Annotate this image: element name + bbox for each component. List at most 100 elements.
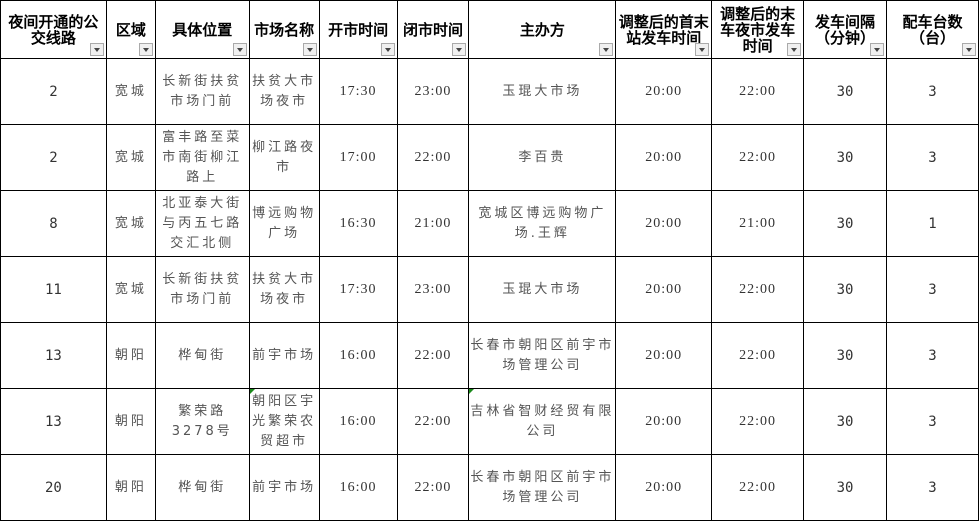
cell-last-departure[interactable]: 22:00	[711, 322, 805, 389]
cell-first-departure[interactable]: 20:00	[615, 58, 713, 125]
filter-dropdown-icon[interactable]	[232, 43, 247, 56]
cell-first-departure[interactable]: 20:00	[615, 124, 713, 191]
cell-location[interactable]: 繁荣路3278号	[154, 388, 250, 455]
header-district: 区域	[105, 0, 156, 59]
cell-first-departure[interactable]: 20:00	[615, 454, 713, 521]
cell-open-time[interactable]: 16:00	[318, 388, 398, 455]
header-label: 调整后的首末站发车时间	[618, 12, 709, 47]
cell-district[interactable]: 宽城	[105, 256, 156, 323]
cell-first-departure[interactable]: 20:00	[615, 190, 713, 257]
cell-route[interactable]: 13	[0, 388, 107, 455]
cell-first-departure[interactable]: 20:00	[615, 322, 713, 389]
cell-vehicle-count[interactable]: 3	[885, 256, 979, 323]
cell-vehicle-count[interactable]: 3	[885, 58, 979, 125]
cell-close-time[interactable]: 21:00	[396, 190, 470, 257]
cell-last-departure[interactable]: 22:00	[711, 388, 805, 455]
cell-close-time[interactable]: 22:00	[396, 454, 470, 521]
cell-district[interactable]: 宽城	[105, 124, 156, 191]
header-close-time: 闭市时间	[396, 0, 470, 59]
cell-vehicle-count[interactable]: 3	[885, 124, 979, 191]
filter-dropdown-icon[interactable]	[452, 43, 467, 56]
cell-last-departure[interactable]: 21:00	[711, 190, 805, 257]
cell-interval[interactable]: 30	[803, 58, 887, 125]
cell-close-time[interactable]: 23:00	[396, 58, 470, 125]
cell-first-departure[interactable]: 20:00	[615, 388, 713, 455]
filter-dropdown-icon[interactable]	[302, 43, 317, 56]
cell-vehicle-count[interactable]: 3	[885, 322, 979, 389]
cell-interval[interactable]: 30	[803, 256, 887, 323]
cell-route[interactable]: 2	[0, 124, 107, 191]
header-label: 夜间开通的公交线路	[8, 12, 99, 47]
cell-district[interactable]: 宽城	[105, 58, 156, 125]
cell-market-name[interactable]: 前宇市场	[248, 454, 320, 521]
cell-last-departure[interactable]: 22:00	[711, 124, 805, 191]
cell-close-time[interactable]: 23:00	[396, 256, 470, 323]
table-row: 2 宽城 富丰路至菜市南街柳江路上 柳江路夜市 17:00 22:00 李百贵 20:00 22…	[0, 124, 979, 191]
filter-dropdown-icon[interactable]	[89, 43, 104, 56]
cell-last-departure[interactable]: 22:00	[711, 58, 805, 125]
cell-interval[interactable]: 30	[803, 454, 887, 521]
filter-dropdown-icon[interactable]	[380, 43, 395, 56]
cell-organizer[interactable]: 长春市朝阳区前宇市场管理公司	[468, 454, 617, 521]
filter-dropdown-icon[interactable]	[138, 43, 153, 56]
cell-district[interactable]: 朝阳	[105, 454, 156, 521]
cell-route[interactable]: 20	[0, 454, 107, 521]
cell-location[interactable]: 桦甸街	[154, 322, 250, 389]
cell-open-time[interactable]: 16:00	[318, 454, 398, 521]
cell-interval[interactable]: 30	[803, 322, 887, 389]
cell-open-time[interactable]: 16:00	[318, 322, 398, 389]
cell-location[interactable]: 北亚泰大街与丙五七路交汇北侧	[154, 190, 250, 257]
table-row: 20 朝阳 桦甸街 前宇市场 16:00 22:00 长春市朝阳区前宇市场管理公司 20:00…	[0, 454, 979, 521]
header-label: 闭市时间	[402, 20, 463, 39]
header-market-name: 市场名称	[248, 0, 320, 59]
filter-dropdown-icon[interactable]	[787, 43, 802, 56]
cell-location[interactable]: 富丰路至菜市南街柳江路上	[154, 124, 250, 191]
cell-first-departure[interactable]: 20:00	[615, 256, 713, 323]
cell-route[interactable]: 8	[0, 190, 107, 257]
cell-vehicle-count[interactable]: 3	[885, 454, 979, 521]
cell-last-departure[interactable]: 22:00	[711, 454, 805, 521]
filter-dropdown-icon[interactable]	[695, 43, 710, 56]
filter-dropdown-icon[interactable]	[869, 43, 884, 56]
table-row: 13 朝阳 繁荣路3278号 朝阳区宇光繁荣农贸超市 16:00 22:00 吉林省智财经贸…	[0, 388, 979, 455]
cell-organizer[interactable]: 吉林省智财经贸有限公司	[468, 388, 617, 455]
cell-interval[interactable]: 30	[803, 388, 887, 455]
cell-market-name[interactable]: 前宇市场	[248, 322, 320, 389]
cell-interval[interactable]: 30	[803, 190, 887, 257]
cell-interval[interactable]: 30	[803, 124, 887, 191]
cell-district[interactable]: 宽城	[105, 190, 156, 257]
cell-organizer[interactable]: 长春市朝阳区前宇市场管理公司	[468, 322, 617, 389]
cell-route[interactable]: 13	[0, 322, 107, 389]
cell-close-time[interactable]: 22:00	[396, 322, 470, 389]
cell-market-name[interactable]: 扶贫大市场夜市	[248, 58, 320, 125]
cell-vehicle-count[interactable]: 1	[885, 190, 979, 257]
cell-location[interactable]: 长新街扶贫市场门前	[154, 58, 250, 125]
cell-location[interactable]: 桦甸街	[154, 454, 250, 521]
cell-location[interactable]: 长新街扶贫市场门前	[154, 256, 250, 323]
filter-dropdown-icon[interactable]	[962, 43, 976, 56]
header-route: 夜间开通的公交线路	[0, 0, 107, 59]
cell-market-name[interactable]: 柳江路夜市	[248, 124, 320, 191]
cell-organizer[interactable]: 玉琨大市场	[468, 256, 617, 323]
cell-market-name[interactable]: 博远购物广场	[248, 190, 320, 257]
cell-district[interactable]: 朝阳	[105, 388, 156, 455]
cell-organizer[interactable]: 宽城区博远购物广场.王辉	[468, 190, 617, 257]
cell-district[interactable]: 朝阳	[105, 322, 156, 389]
cell-market-name[interactable]: 朝阳区宇光繁荣农贸超市	[248, 388, 320, 455]
cell-organizer[interactable]: 玉琨大市场	[468, 58, 617, 125]
cell-vehicle-count[interactable]: 3	[885, 388, 979, 455]
cell-open-time[interactable]: 17:30	[318, 256, 398, 323]
cell-last-departure[interactable]: 22:00	[711, 256, 805, 323]
cell-open-time[interactable]: 17:00	[318, 124, 398, 191]
cell-close-time[interactable]: 22:00	[396, 388, 470, 455]
header-first-departure: 调整后的首末站发车时间	[615, 0, 713, 59]
cell-route[interactable]: 2	[0, 58, 107, 125]
filter-dropdown-icon[interactable]	[599, 43, 614, 56]
header-organizer: 主办方	[468, 0, 617, 59]
cell-close-time[interactable]: 22:00	[396, 124, 470, 191]
cell-open-time[interactable]: 17:30	[318, 58, 398, 125]
cell-market-name[interactable]: 扶贫大市场夜市	[248, 256, 320, 323]
cell-open-time[interactable]: 16:30	[318, 190, 398, 257]
cell-route[interactable]: 11	[0, 256, 107, 323]
cell-organizer[interactable]: 李百贵	[468, 124, 617, 191]
